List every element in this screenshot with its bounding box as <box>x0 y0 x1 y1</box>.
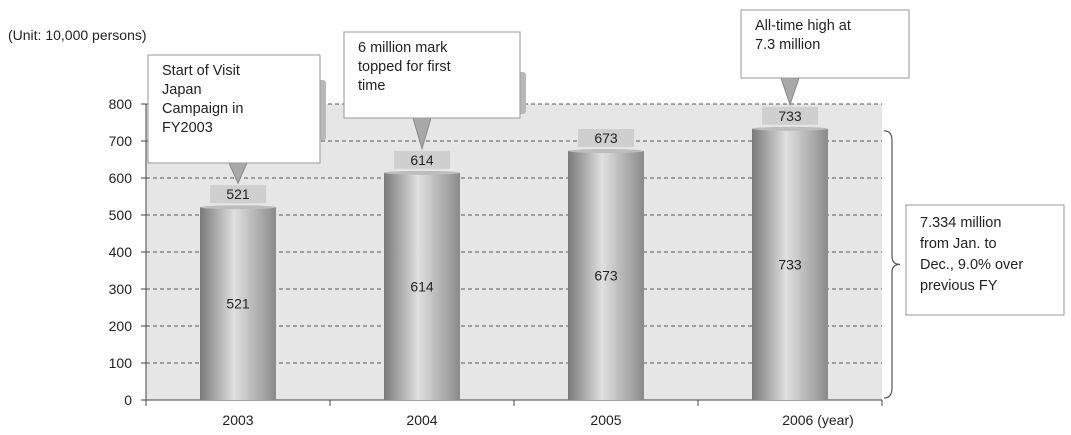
callout-text-line: All-time high at <box>755 18 851 34</box>
value-label-inner: 733 <box>778 256 802 272</box>
callout-text-line: time <box>358 78 385 94</box>
x-tick-label: 2003 <box>222 412 253 428</box>
y-tick-label: 400 <box>109 244 133 260</box>
value-label-box <box>578 128 634 147</box>
side-note-line: 7.334 million <box>920 215 1001 231</box>
x-tick-label: 2006 (year) <box>782 412 854 428</box>
y-tick-label: 100 <box>109 355 133 371</box>
callouts: Start of Visit Japan Campaign in FY2003 6 mi… <box>147 9 910 185</box>
bar <box>568 150 644 400</box>
side-note-box <box>905 204 1065 316</box>
callout-pointer <box>780 77 800 107</box>
y-tick-label: 600 <box>109 170 133 186</box>
value-label-box <box>394 150 450 169</box>
brace <box>883 130 901 399</box>
callout-box <box>343 31 521 119</box>
value-label-inner: 614 <box>410 278 434 294</box>
y-tick-label: 800 <box>109 96 133 112</box>
y-axis: 0 100 200 300 400 500 600 700 800 <box>109 96 147 408</box>
bar-top <box>384 170 460 175</box>
callout-text-line: 6 million mark <box>358 40 448 56</box>
y-tick-label: 700 <box>109 133 133 149</box>
bars: 521 521 614 614 673 673 733 733 <box>200 106 828 401</box>
value-label-top: 673 <box>594 130 618 146</box>
bar-top <box>568 148 644 153</box>
callout-text-line: Start of Visit <box>162 63 240 79</box>
bar <box>200 207 276 400</box>
side-note-line: from Jan. to <box>920 236 997 252</box>
side-note-line: previous FY <box>920 278 998 294</box>
x-axis: 2003 2004 2005 2006 (year) <box>145 399 883 428</box>
callout-2004: 6 million mark topped for first time <box>343 31 526 151</box>
x-tick-label: 2004 <box>406 412 437 428</box>
value-label-inner: 521 <box>226 296 250 312</box>
side-note-line: Dec., 9.0% over <box>920 257 1023 273</box>
y-tick-label: 0 <box>124 392 132 408</box>
y-tick-label: 500 <box>109 207 133 223</box>
bar-top <box>200 205 276 210</box>
bar <box>752 128 828 401</box>
callout-text-line: topped for first <box>358 59 451 75</box>
x-tick-label: 2005 <box>590 412 621 428</box>
callout-text-line: 7.3 million <box>755 37 820 53</box>
bar-top <box>752 126 828 131</box>
value-label-inner: 673 <box>594 267 618 283</box>
callout-2006: All-time high at 7.3 million <box>740 9 910 107</box>
side-note: 7.334 million from Jan. to Dec., 9.0% over… <box>883 130 1065 399</box>
bar <box>384 172 460 400</box>
callout-text-line: Campaign in <box>162 101 243 117</box>
value-label-top: 614 <box>410 152 434 168</box>
callout-text-line: Japan <box>162 82 202 98</box>
value-label-box <box>762 106 818 125</box>
unit-label: (Unit: 10,000 persons) <box>8 27 147 43</box>
callout-2003: Start of Visit Japan Campaign in FY2003 <box>147 54 326 185</box>
callout-box <box>740 9 910 79</box>
value-label-top: 521 <box>226 186 250 202</box>
y-tick-label: 200 <box>109 318 133 334</box>
callout-text-line: FY2003 <box>162 120 213 136</box>
callout-box <box>147 54 321 164</box>
value-label-box <box>210 185 266 204</box>
y-tick-label: 300 <box>109 281 133 297</box>
value-label-top: 733 <box>778 108 802 124</box>
